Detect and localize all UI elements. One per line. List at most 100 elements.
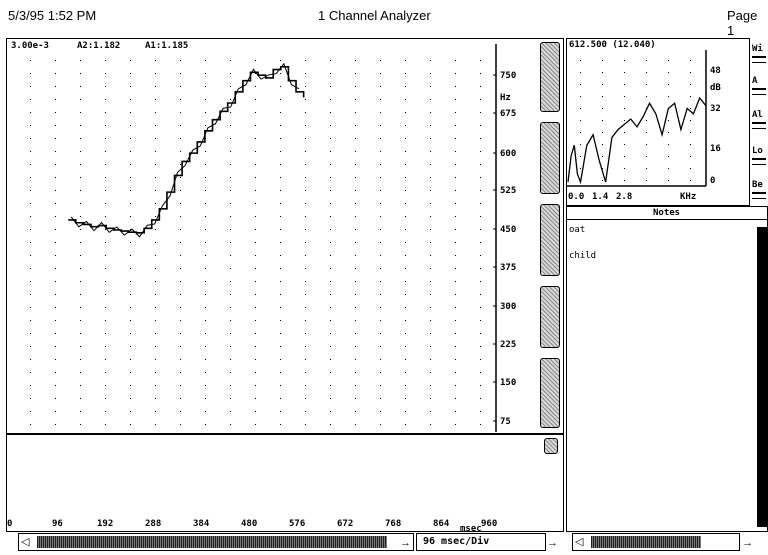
time-tick-label: 96 [52, 519, 63, 529]
side-button-2[interactable] [540, 122, 560, 194]
grid-dot [80, 125, 81, 126]
grid-dot [430, 112, 431, 113]
grid-dot [355, 359, 356, 360]
grid-dot [355, 151, 356, 152]
scale-field[interactable]: 96 msec/Div [416, 533, 546, 551]
time-scrollbar[interactable]: ◁ [18, 533, 414, 551]
grid-dot [355, 346, 356, 347]
grid-dot [455, 424, 456, 425]
grid-dot [80, 164, 81, 165]
grid-dot [355, 125, 356, 126]
time-scrollbar-thumb[interactable] [37, 536, 387, 548]
grid-dot [55, 203, 56, 204]
grid-dot [455, 229, 456, 230]
grid-dot [330, 190, 331, 191]
pitch-tick-label: 600 [500, 149, 516, 159]
grid-dot [130, 398, 131, 399]
scroll-right-arrow[interactable]: → [400, 537, 411, 549]
grid-dot [330, 385, 331, 386]
scroll-left-arrow[interactable]: ◁ [21, 536, 30, 548]
grid-dot [155, 294, 156, 295]
grid-dot [305, 385, 306, 386]
right-control-slider[interactable] [752, 158, 766, 165]
grid-dot [105, 125, 106, 126]
side-button-1[interactable] [540, 42, 560, 112]
grid-dot [355, 190, 356, 191]
grid-dot [405, 177, 406, 178]
right-control-slider[interactable] [752, 56, 766, 63]
grid-dot [230, 203, 231, 204]
grid-dot [430, 99, 431, 100]
grid-dot [130, 99, 131, 100]
grid-dot [380, 268, 381, 269]
grid-dot [205, 60, 206, 61]
grid-dot [230, 281, 231, 282]
grid-dot [255, 320, 256, 321]
spec-grid-dot [690, 108, 691, 109]
grid-dot [205, 385, 206, 386]
grid-dot [230, 112, 231, 113]
right-control-label[interactable]: Al [752, 110, 763, 120]
grid-dot [330, 216, 331, 217]
grid-dot [130, 294, 131, 295]
notes-scroll-right[interactable]: → [742, 537, 753, 549]
grid-dot [55, 229, 56, 230]
grid-dot [55, 424, 56, 425]
notes-hscroll[interactable]: ◁ [572, 533, 740, 551]
grid-dot [105, 242, 106, 243]
grid-dot [205, 320, 206, 321]
grid-dot [130, 268, 131, 269]
notes-scroll-left[interactable]: ◁ [575, 536, 584, 548]
notes-line: oat [569, 225, 586, 235]
grid-dot [305, 255, 306, 256]
grid-dot [280, 268, 281, 269]
grid-dot [230, 320, 231, 321]
grid-dot [55, 60, 56, 61]
side-button-3[interactable] [540, 204, 560, 276]
side-button-4[interactable] [540, 286, 560, 348]
grid-dot [455, 164, 456, 165]
grid-dot [480, 411, 481, 412]
spec-grid-dot [624, 84, 625, 85]
grid-dot [155, 99, 156, 100]
grid-dot [430, 385, 431, 386]
grid-dot [105, 307, 106, 308]
spec-grid-dot [690, 84, 691, 85]
grid-dot [480, 281, 481, 282]
right-control-slider[interactable] [752, 122, 766, 129]
grid-dot [205, 125, 206, 126]
notes-hscroll-thumb[interactable] [591, 536, 701, 548]
grid-dot [30, 125, 31, 126]
grid-dot [55, 255, 56, 256]
grid-dot [130, 203, 131, 204]
right-control-label[interactable]: Wi [752, 44, 763, 54]
grid-dot [80, 255, 81, 256]
grid-dot [30, 385, 31, 386]
grid-dot [230, 307, 231, 308]
grid-dot [80, 411, 81, 412]
grid-dot [180, 164, 181, 165]
header-datetime: 5/3/95 1:52 PM [8, 8, 97, 23]
grid-dot [405, 333, 406, 334]
right-control-slider[interactable] [752, 88, 766, 95]
waveform-button[interactable] [544, 438, 558, 454]
grid-dot [205, 359, 206, 360]
right-control-label[interactable]: A [752, 76, 758, 86]
side-button-5[interactable] [540, 358, 560, 428]
grid-dot [355, 86, 356, 87]
notes-scrollbar[interactable] [757, 227, 767, 527]
right-control-label[interactable]: Be [752, 180, 763, 190]
grid-dot [55, 333, 56, 334]
grid-dot [155, 307, 156, 308]
grid-dot [105, 268, 106, 269]
grid-dot [430, 398, 431, 399]
grid-dot [230, 385, 231, 386]
spec-grid-dot [624, 108, 625, 109]
grid-dot [455, 320, 456, 321]
grid-dot [305, 398, 306, 399]
scale-field-arrow[interactable]: → [547, 537, 558, 549]
right-control-label[interactable]: Lo [752, 146, 763, 156]
grid-dot [405, 242, 406, 243]
grid-dot [180, 216, 181, 217]
right-control-slider[interactable] [752, 192, 766, 199]
